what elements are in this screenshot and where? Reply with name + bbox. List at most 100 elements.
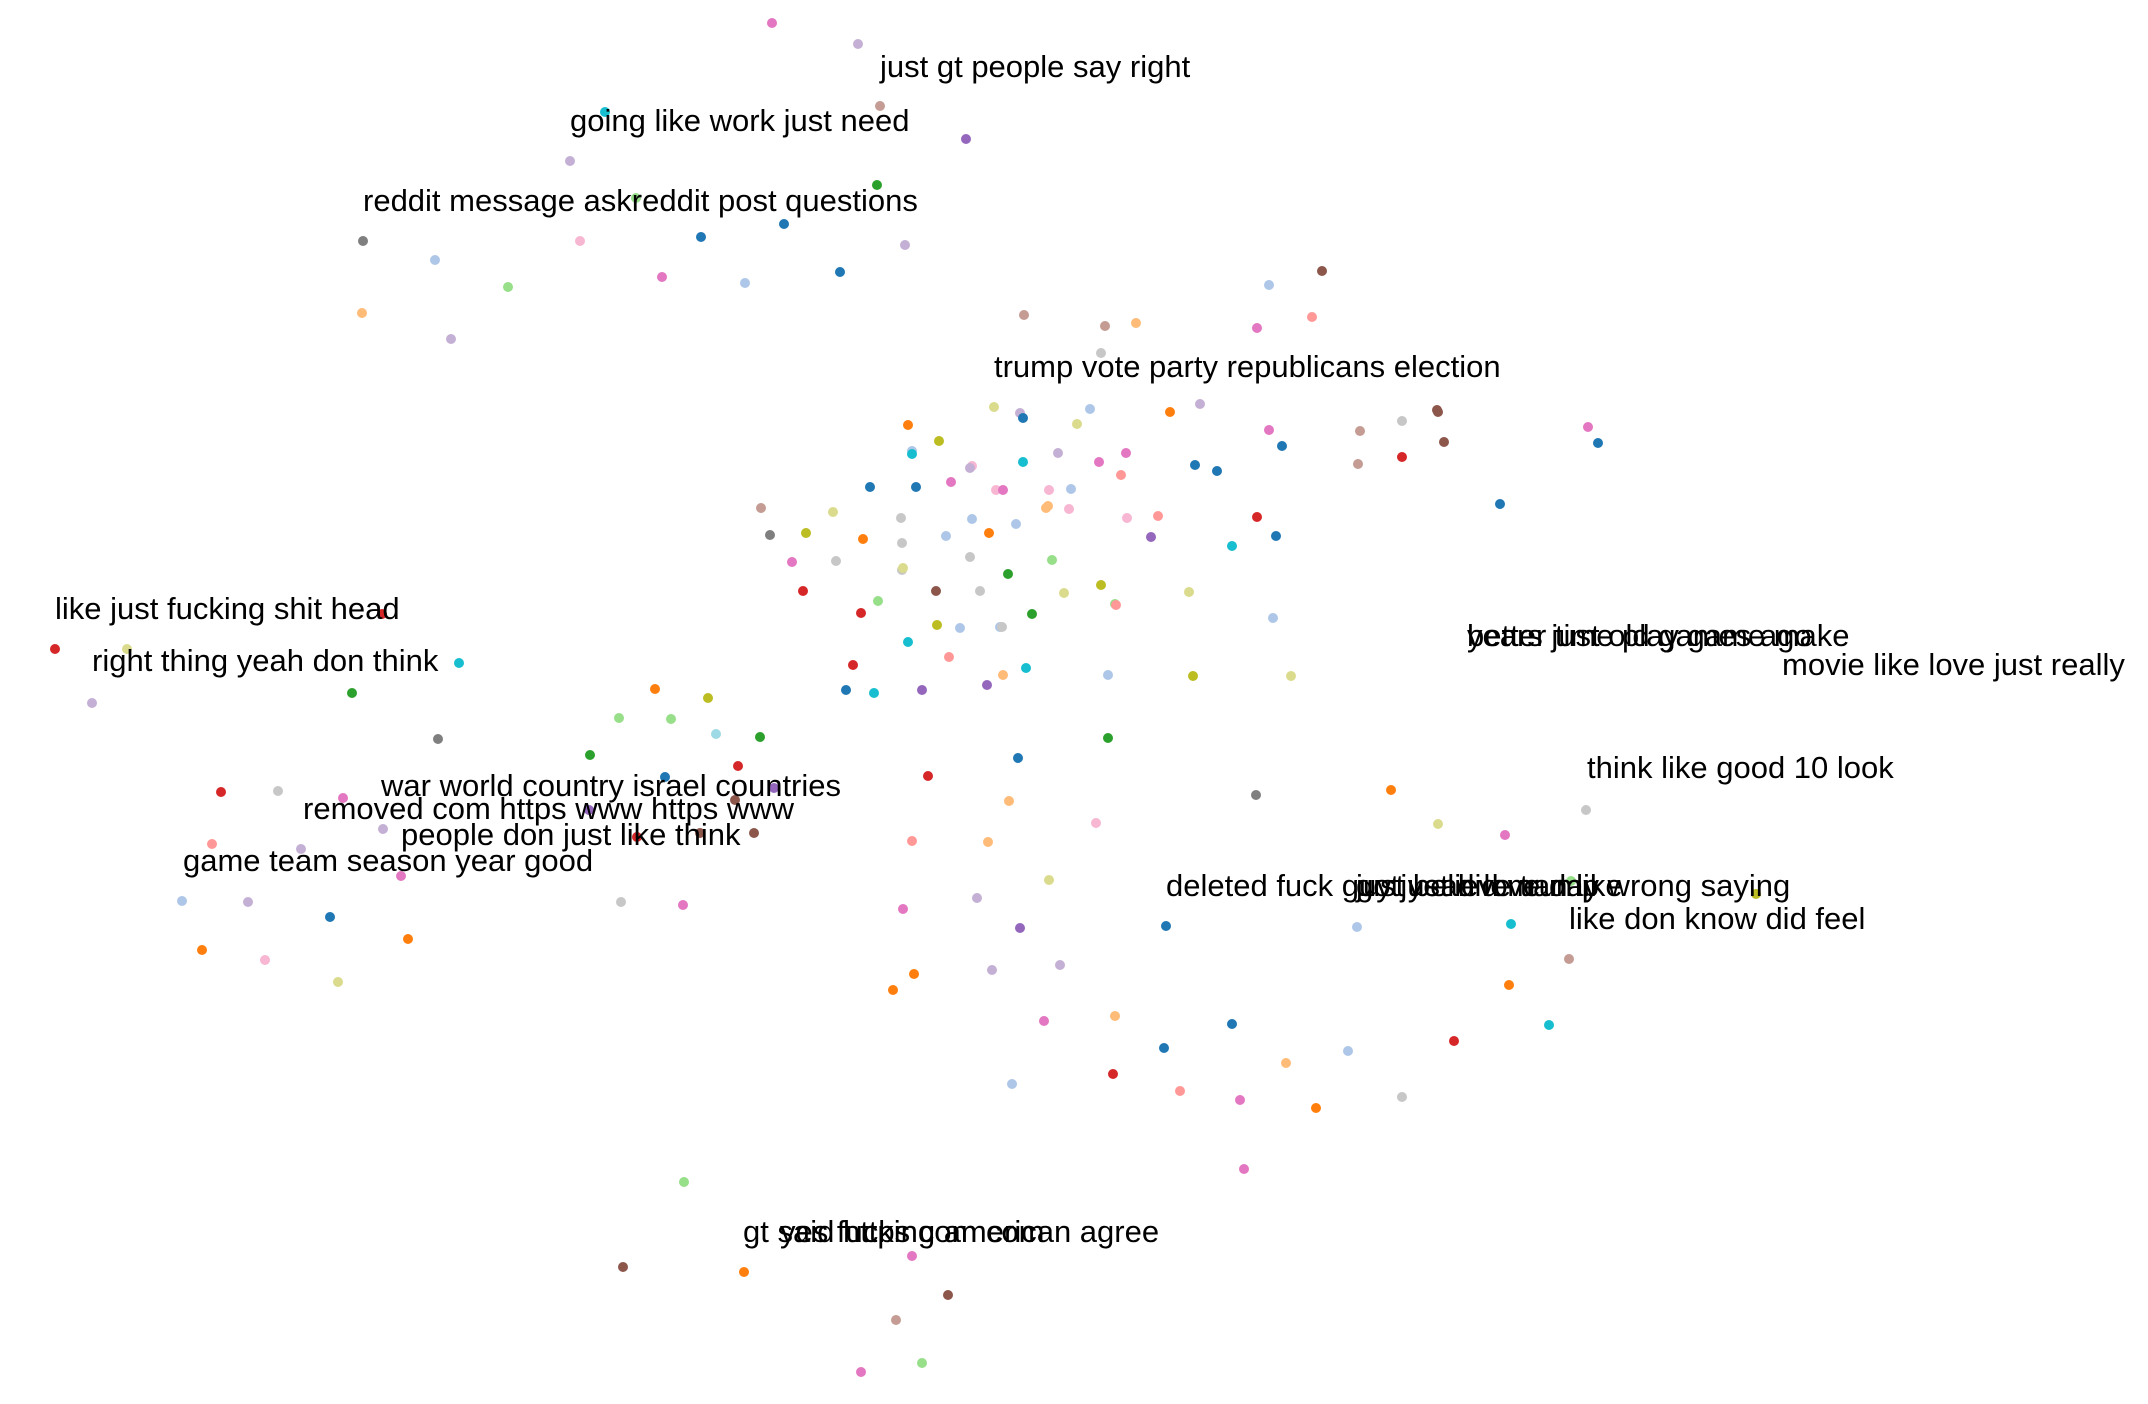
scatter-point xyxy=(177,896,187,906)
scatter-point xyxy=(1433,819,1443,829)
scatter-point xyxy=(243,897,253,907)
scatter-point xyxy=(984,528,994,538)
scatter-point xyxy=(941,531,951,541)
scatter-point xyxy=(1352,922,1362,932)
scatter-point xyxy=(1103,670,1113,680)
scatter-point xyxy=(798,586,808,596)
point-label: like just fucking shit head xyxy=(55,591,400,626)
scatter-point xyxy=(1039,1016,1049,1026)
scatter-point xyxy=(616,897,626,907)
scatter-point xyxy=(650,684,660,694)
scatter-point xyxy=(1268,613,1278,623)
scatter-point xyxy=(875,101,885,111)
scatter-point xyxy=(848,660,858,670)
scatter-point xyxy=(982,680,992,690)
scatter-point xyxy=(584,805,594,815)
scatter-point xyxy=(1072,419,1082,429)
scatter-point xyxy=(934,436,944,446)
scatter-point xyxy=(998,670,1008,680)
scatter-point xyxy=(1044,485,1054,495)
scatter-point xyxy=(911,482,921,492)
scatter-point xyxy=(273,786,283,796)
scatter-point xyxy=(1165,407,1175,417)
scatter-point xyxy=(618,1262,628,1272)
scatter-point xyxy=(891,1315,901,1325)
scatter-point xyxy=(396,871,406,881)
scatter-point xyxy=(1386,785,1396,795)
scatter-point xyxy=(923,771,933,781)
scatter-point xyxy=(1027,609,1037,619)
scatter-point xyxy=(991,485,1001,495)
scatter-point xyxy=(1091,818,1101,828)
scatter-point xyxy=(1251,790,1261,800)
scatter-point xyxy=(965,463,975,473)
scatter-point xyxy=(1281,1058,1291,1068)
scatter-point xyxy=(835,267,845,277)
scatter-point xyxy=(657,272,667,282)
point-label: gt said https com com xyxy=(743,1214,1045,1249)
scatter-point xyxy=(801,528,811,538)
scatter-point xyxy=(666,714,676,724)
scatter-point xyxy=(917,685,927,695)
scatter-point xyxy=(454,658,464,668)
scatter-point xyxy=(1103,733,1113,743)
scatter-point xyxy=(1583,422,1593,432)
scatter-point xyxy=(1195,399,1205,409)
scatter-point xyxy=(856,608,866,618)
point-label: got yeah love day xyxy=(1356,868,1600,903)
scatter-point xyxy=(769,783,779,793)
point-label: reddit message askreddit post questions xyxy=(363,183,918,218)
scatter-point xyxy=(357,308,367,318)
scatter-point xyxy=(983,837,993,847)
scatter-point xyxy=(955,623,965,633)
scatter-point xyxy=(733,761,743,771)
scatter-point xyxy=(1146,532,1156,542)
scatter-point xyxy=(565,156,575,166)
point-label: people don just like think xyxy=(401,817,741,852)
scatter-point xyxy=(997,622,1007,632)
scatter-point xyxy=(1252,512,1262,522)
scatter-point xyxy=(917,1358,927,1368)
scatter-point xyxy=(1495,499,1505,509)
scatter-point xyxy=(1564,954,1574,964)
scatter-point xyxy=(122,644,132,654)
scatter-point xyxy=(972,893,982,903)
scatter-point xyxy=(430,255,440,265)
scatter-point xyxy=(869,688,879,698)
scatter-point xyxy=(909,969,919,979)
scatter-point xyxy=(1111,600,1121,610)
scatter-point xyxy=(1059,588,1069,598)
scatter-point xyxy=(987,965,997,975)
scatter-point xyxy=(1317,266,1327,276)
scatter-point xyxy=(575,236,585,246)
scatter-point xyxy=(943,1290,953,1300)
point-label: movie like love just really xyxy=(1782,647,2125,682)
scatter-point xyxy=(1307,312,1317,322)
scatter-point xyxy=(779,219,789,229)
scatter-point xyxy=(50,644,60,654)
scatter-point xyxy=(347,688,357,698)
scatter-point xyxy=(1053,448,1063,458)
scatter-point xyxy=(1047,555,1057,565)
scatter-point xyxy=(711,729,721,739)
scatter-point xyxy=(888,985,898,995)
scatter-point xyxy=(755,732,765,742)
scatter-point xyxy=(1581,805,1591,815)
scatter-point xyxy=(1159,1043,1169,1053)
scatter-point xyxy=(1212,466,1222,476)
scatter-point xyxy=(503,282,513,292)
scatter-point xyxy=(1506,919,1516,929)
scatter-point xyxy=(446,334,456,344)
scatter-point xyxy=(1004,796,1014,806)
scatter-point xyxy=(1311,1103,1321,1113)
scatter-point xyxy=(1504,980,1514,990)
scatter-point xyxy=(1121,448,1131,458)
scatter-point xyxy=(1439,437,1449,447)
scatter-point xyxy=(1397,452,1407,462)
scatter-point xyxy=(614,713,624,723)
scatter-point xyxy=(932,620,942,630)
scatter-point xyxy=(749,828,759,838)
scatter-point xyxy=(338,793,348,803)
